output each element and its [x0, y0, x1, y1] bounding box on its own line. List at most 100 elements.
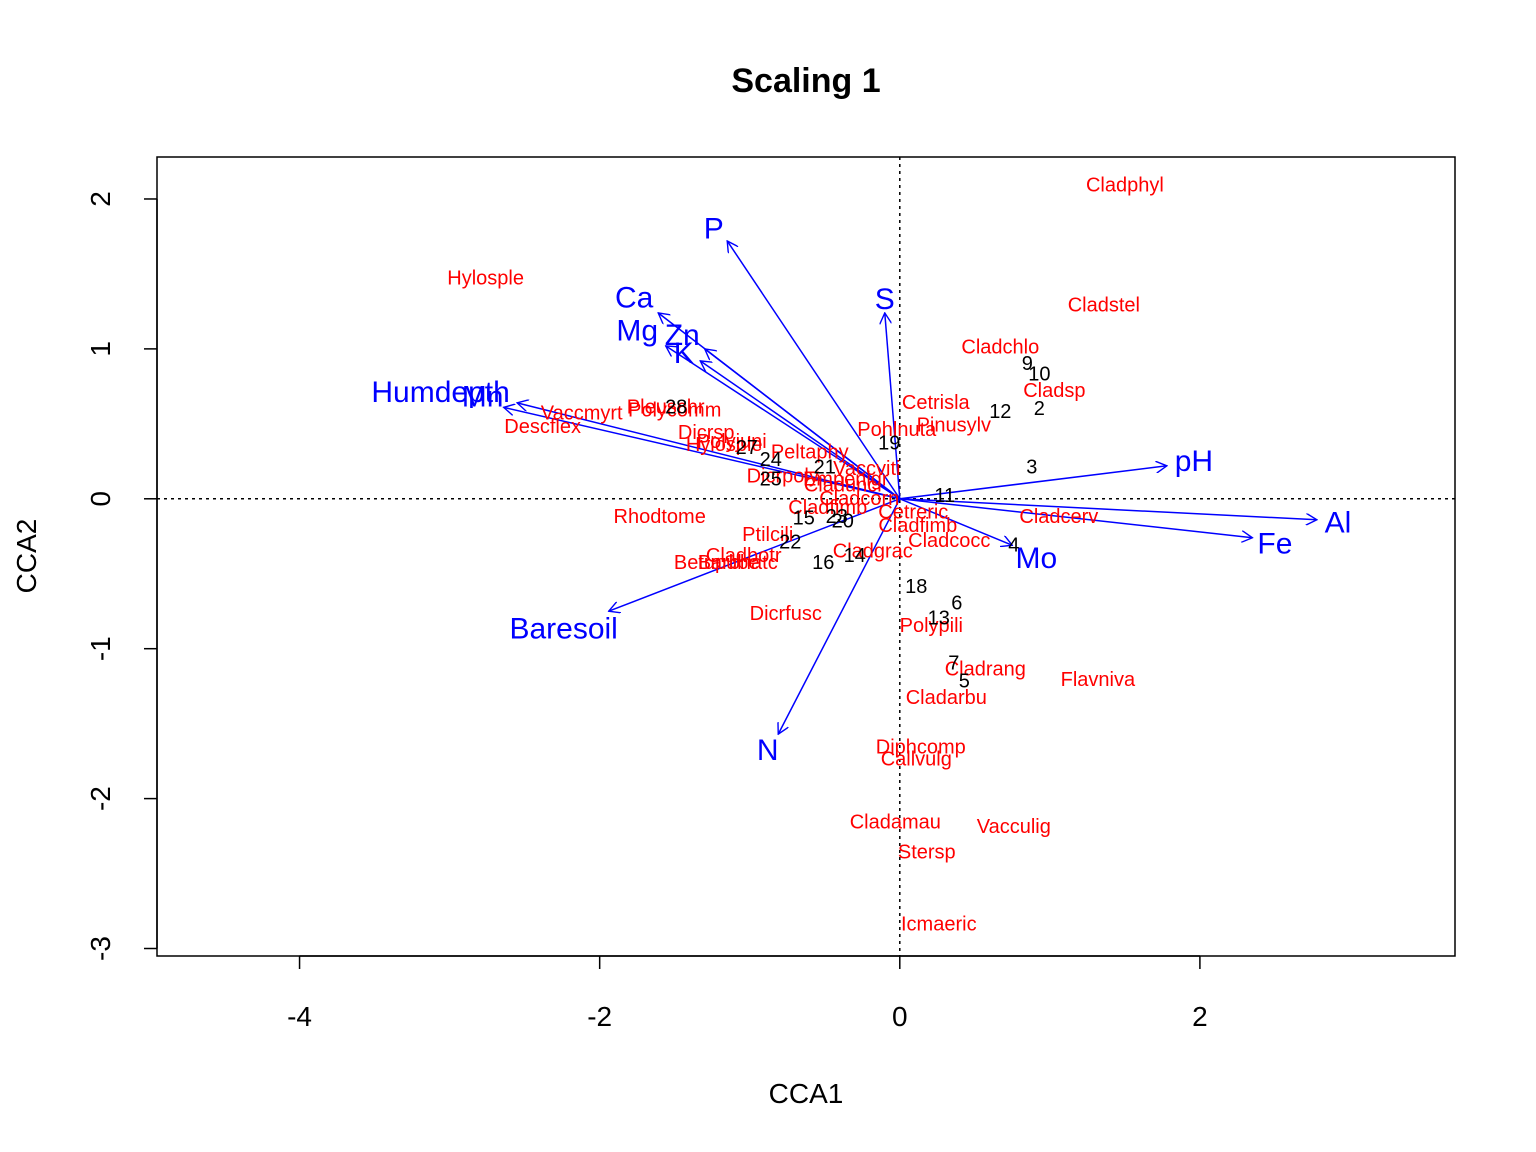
- site-label: 6: [951, 593, 962, 615]
- y-tick-label: -3: [85, 936, 116, 961]
- species-label: Descflex: [504, 416, 581, 438]
- site-label: 22: [779, 531, 801, 553]
- species-label: Empenigr: [803, 468, 889, 490]
- species-label: Dicrpoly: [747, 465, 819, 487]
- site-label: 10: [1028, 363, 1050, 385]
- arrow-label-zn: Zn: [665, 319, 700, 352]
- x-tick-label: 2: [1192, 1001, 1208, 1032]
- species-label: Cladfimb: [878, 515, 957, 537]
- species-label: Vaccviti: [833, 458, 900, 480]
- species-label: Cladstel: [1068, 294, 1140, 316]
- species-label: Cladunci: [804, 474, 882, 496]
- species-label: Cladcocc: [908, 530, 990, 552]
- arrow-ph: [899, 466, 1167, 500]
- species-label: Cladamau: [850, 812, 941, 834]
- arrow-label-k: K: [674, 337, 694, 370]
- arrow-label-al: Al: [1325, 506, 1352, 539]
- site-label: 4: [1008, 534, 1019, 556]
- arrow-humdepth: [517, 403, 900, 500]
- species-label: Dicrsp: [678, 422, 735, 444]
- species-label: Polypili: [900, 615, 963, 637]
- arrow-label-ca: Ca: [615, 281, 654, 314]
- site-label: 25: [760, 468, 782, 490]
- species-label: Cladchlo: [961, 336, 1039, 358]
- arrow-p: [727, 241, 901, 500]
- site-label: 5: [959, 671, 970, 693]
- site-label: 19: [878, 432, 900, 454]
- species-scores: Cladphyl Hylosple Cladstel Cladchlo Cladsp Ce…: [447, 174, 1164, 935]
- species-label: Pohlnuta: [857, 419, 937, 441]
- plot-frame: [156, 156, 1456, 957]
- species-label: Vacculig: [977, 816, 1051, 838]
- arrow-k: [700, 361, 901, 500]
- arrow-n: [778, 498, 901, 734]
- site-label: 16: [812, 552, 834, 574]
- species-label: Vaccmyrt: [541, 402, 623, 424]
- species-label: Icmaeric: [901, 914, 977, 936]
- arrow-label-ph: pH: [1175, 445, 1213, 478]
- site-label: 20: [832, 510, 854, 532]
- x-axis-label: CCA1: [769, 1078, 844, 1109]
- species-label: Rhodtome: [614, 506, 706, 528]
- site-label: 11: [934, 485, 955, 507]
- arrow-al: [899, 498, 1317, 520]
- species-label: Flavniva: [1061, 669, 1136, 691]
- site-label: 15: [793, 507, 815, 529]
- site-label: 24: [760, 449, 782, 471]
- species-label: Polycomm: [628, 399, 721, 421]
- species-label: Diphcomp: [876, 737, 966, 759]
- species-label: Cladphyl: [1086, 174, 1164, 196]
- site-label: 7: [948, 653, 959, 675]
- site-label: 14: [844, 545, 866, 567]
- species-label: Cladcorn: [819, 488, 899, 510]
- species-label: Cladcerv: [1019, 506, 1098, 528]
- species-label: Pleuschr: [627, 396, 705, 418]
- arrow-zn: [705, 349, 901, 500]
- y-tick-label: -2: [85, 786, 116, 811]
- site-label: 27: [736, 437, 758, 459]
- site-label: 9: [1022, 353, 1033, 375]
- species-label: Cladrang: [945, 659, 1026, 681]
- arrow-label-n: N: [757, 734, 779, 767]
- x-tick-label: -4: [287, 1001, 312, 1032]
- site-label: 28: [665, 396, 687, 418]
- species-label: Stersp: [898, 842, 956, 864]
- site-label: 23: [826, 506, 848, 528]
- arrow-s: [885, 313, 901, 499]
- species-label: Hylosple: [686, 434, 763, 456]
- site-label: 12: [989, 401, 1011, 423]
- y-axis-label: CCA2: [11, 519, 42, 594]
- species-label: Betupube: [674, 552, 760, 574]
- species-label: Cladbotr: [706, 545, 782, 567]
- species-label: Cladfimb: [788, 497, 867, 519]
- y-tick-label: -1: [85, 636, 116, 661]
- species-label: Peltaphy: [771, 441, 849, 463]
- arrow-mo: [899, 498, 1013, 545]
- arrow-label-mo: Mo: [1015, 542, 1057, 575]
- site-label: 18: [905, 576, 927, 598]
- arrow-label-s: S: [875, 283, 895, 316]
- species-label: Dicrfusc: [750, 603, 822, 625]
- x-tick-label: -2: [587, 1001, 612, 1032]
- arrow-label-p: P: [704, 212, 724, 245]
- species-label: Cladsp: [1023, 380, 1085, 402]
- y-tick-label: 0: [85, 491, 116, 507]
- species-label: Barbhatc: [698, 552, 778, 574]
- site-label: 21: [814, 456, 836, 478]
- species-label: Cetreric: [878, 501, 948, 523]
- arrow-label-baresoil: Baresoil: [509, 613, 617, 646]
- site-label: 2: [1034, 398, 1045, 420]
- arrow-label-mg: Mg: [616, 314, 658, 347]
- species-label: Callvulg: [881, 749, 952, 771]
- species-label: Cladgrac: [833, 540, 913, 562]
- arrow-baresoil: [609, 498, 901, 611]
- species-label: Pinusylv: [917, 414, 991, 436]
- y-tick-label: 1: [85, 341, 116, 357]
- arrow-label-humdepth: Humdepth: [371, 376, 509, 409]
- arrow-label-mn: Mn: [462, 380, 504, 413]
- species-label: Cladarbu: [906, 687, 987, 709]
